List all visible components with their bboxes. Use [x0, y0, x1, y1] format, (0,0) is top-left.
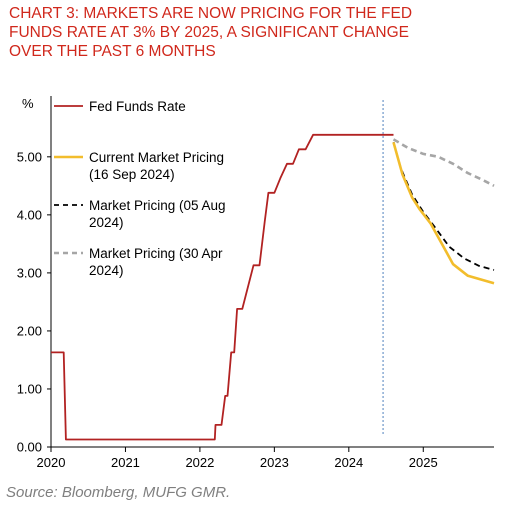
x-tick-label: 2025: [409, 455, 438, 470]
legend-label: Market Pricing (05 Aug: [89, 198, 226, 213]
chart-title-line-1: CHART 3: MARKETS ARE NOW PRICING FOR THE…: [9, 5, 413, 22]
x-tick-label: 2022: [185, 455, 214, 470]
chart-axes: 0.00 1.00 2.00 3.00 4.00 5.00 2020 2021 2022 2023…: [17, 96, 494, 470]
y-tick-label: 5.00: [17, 149, 42, 164]
y-tick-label: 3.00: [17, 265, 42, 280]
x-tick-label: 2020: [37, 455, 66, 470]
y-tick-label: 1.00: [17, 381, 42, 396]
line-chart: 0.00 1.00 2.00 3.00 4.00 5.00 2020 2021 2022 2023…: [17, 96, 495, 470]
y-tick-label: 0.00: [17, 440, 42, 455]
series-line-current: [392, 141, 495, 285]
y-tick-label: 4.00: [17, 207, 42, 222]
x-tick-label: 2024: [334, 455, 363, 470]
series-line-apr: [392, 138, 495, 187]
legend-label: 2024): [89, 215, 124, 230]
legend-label: (16 Sep 2024): [89, 167, 175, 182]
series-line-aug: [392, 142, 495, 271]
y-axis-label: %: [22, 96, 34, 111]
chart-title: CHART 3: MARKETS ARE NOW PRICING FOR THE…: [9, 4, 504, 61]
legend-label: Current Market Pricing: [89, 150, 224, 165]
legend-label: Fed Funds Rate: [89, 99, 186, 114]
legend-label: 2024): [89, 263, 124, 278]
series-line-fed-funds: [51, 133, 394, 441]
y-tick-label: 2.00: [17, 323, 42, 338]
x-tick-label: 2023: [260, 455, 289, 470]
legend-label: Market Pricing (30 Apr: [89, 246, 223, 261]
source-note: Source: Bloomberg, MUFG GMR.: [6, 484, 231, 501]
chart-legend: Fed Funds Rate Current Market Pricing (16 …: [54, 99, 226, 278]
series-lines: [51, 133, 495, 441]
x-tick-label: 2021: [111, 455, 140, 470]
chart-title-line-2: FUNDS RATE AT 3% BY 2025, A SIGNIFICANT …: [9, 24, 409, 41]
chart-title-line-3: OVER THE PAST 6 MONTHS: [9, 43, 216, 60]
